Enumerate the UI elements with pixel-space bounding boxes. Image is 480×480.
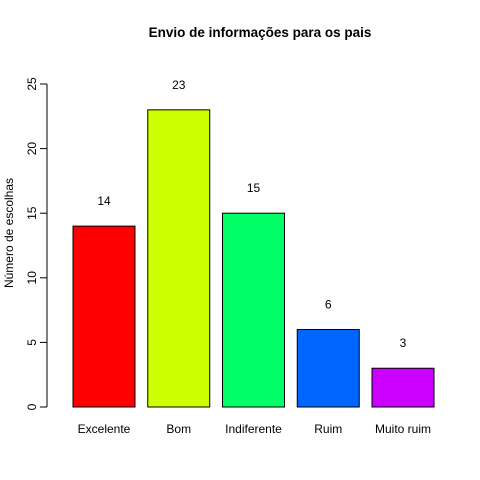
bar-value-label: 15 [247, 181, 261, 195]
category-labels-group: Excelente Bom Indiferente Ruim Muito ruim [78, 422, 431, 436]
y-tick-label: 15 [25, 206, 39, 220]
bar-value-label: 6 [325, 297, 332, 311]
category-label: Excelente [78, 422, 131, 436]
data-labels-group: 14 23 15 6 3 [97, 78, 406, 350]
y-tick-label: 5 [25, 339, 39, 346]
bar-value-label: 3 [400, 336, 407, 350]
category-label: Bom [166, 422, 191, 436]
category-label: Ruim [314, 422, 342, 436]
bar [72, 225, 136, 408]
y-tick-label: 25 [25, 77, 39, 91]
bar [147, 109, 211, 408]
bar [296, 328, 360, 408]
bar [371, 367, 435, 408]
bar-value-label: 14 [97, 194, 111, 208]
y-tick-label: 0 [25, 403, 39, 410]
y-axis-label: Número de escolhas [2, 178, 16, 288]
bar [222, 212, 285, 408]
bar-value-label: 23 [172, 78, 186, 92]
category-label: Muito ruim [375, 422, 431, 436]
category-label: Indiferente [225, 422, 282, 436]
y-tick-label: 10 [25, 271, 39, 285]
y-axis: 0 5 10 15 20 25 [25, 77, 48, 410]
chart-title: Envio de informações para os pais [149, 25, 372, 40]
bars-group [72, 109, 435, 408]
y-tick-label: 20 [25, 142, 39, 156]
